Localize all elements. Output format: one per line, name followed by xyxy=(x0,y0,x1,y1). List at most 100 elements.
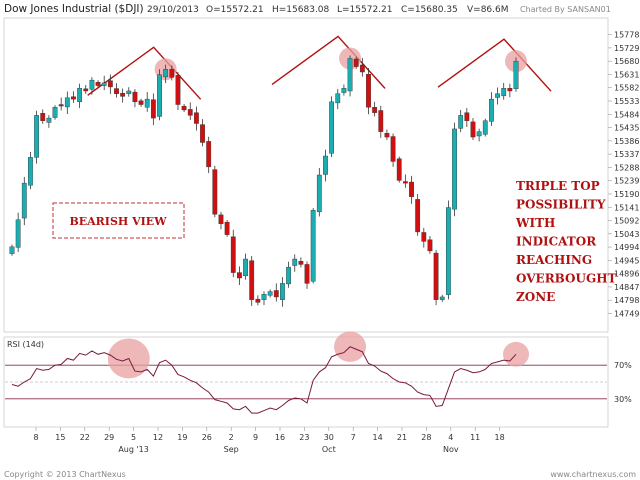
x-tick-label: 21 xyxy=(397,433,407,442)
candle-down xyxy=(304,264,310,284)
candle-down xyxy=(40,113,46,121)
price-tick-label: 15484 xyxy=(614,110,639,119)
candle-down xyxy=(181,105,187,111)
rsi-label: RSI (14d) xyxy=(7,340,44,349)
price-tick-label: 15435 xyxy=(614,124,639,133)
candle-down xyxy=(359,64,365,73)
candle-up xyxy=(329,101,335,154)
candle-up xyxy=(501,88,507,97)
candle-down xyxy=(193,112,199,124)
x-tick-label: 8 xyxy=(33,433,38,442)
x-tick-label: 4 xyxy=(448,433,453,442)
candle-up xyxy=(495,93,500,98)
candle-up xyxy=(89,79,95,90)
triple-top-text: REACHING xyxy=(516,253,592,267)
candle-up xyxy=(144,98,150,108)
candle-up xyxy=(21,182,27,219)
price-tick-label: 15778 xyxy=(614,31,639,40)
candle-down xyxy=(224,221,230,235)
candle-up xyxy=(157,74,162,117)
candle-down xyxy=(415,199,421,233)
candle-up xyxy=(52,107,58,118)
candle-down xyxy=(249,260,255,300)
header-close: C=15680.35 xyxy=(401,5,458,15)
x-tick-label: 19 xyxy=(177,433,187,442)
triple-top-text: INDICATOR xyxy=(516,235,597,249)
candle-up xyxy=(46,117,52,123)
triple-top-text: ZONE xyxy=(516,290,555,304)
candle-down xyxy=(83,88,89,92)
candle-up xyxy=(9,246,15,254)
candle-up xyxy=(310,210,316,282)
triple-top-text: POSSIBILITY xyxy=(516,198,606,212)
price-tick-label: 15680 xyxy=(614,57,639,66)
candle-up xyxy=(126,90,132,94)
header-high: H=15683.08 xyxy=(272,5,330,15)
candle-down xyxy=(470,121,476,138)
candle-up xyxy=(280,283,285,300)
candle-down xyxy=(353,58,359,67)
candle-up xyxy=(323,155,328,175)
price-axis: 15778 15729 15680 15631 15582 15533 15484 15435… xyxy=(608,31,639,318)
candle-up xyxy=(34,115,39,158)
candle-down xyxy=(255,298,261,303)
candle-down xyxy=(175,75,181,105)
candle-down xyxy=(206,141,212,168)
price-tick-label: 15337 xyxy=(614,150,639,159)
triple-top-text: TRIPLE TOP xyxy=(516,179,600,193)
candle-down xyxy=(372,107,378,113)
candle-down xyxy=(237,272,242,279)
header-low: L=15572.21 xyxy=(337,5,393,15)
candle-down xyxy=(120,92,126,97)
rsi-panel-frame xyxy=(3,336,609,428)
price-tick-label: 14945 xyxy=(614,256,639,265)
candle-down xyxy=(114,88,119,94)
candle-down xyxy=(169,69,175,78)
header-volume: V=86.6M xyxy=(467,5,509,15)
x-month-label: Sep xyxy=(224,445,239,454)
x-month-label: Aug '13 xyxy=(118,445,149,454)
candle-down xyxy=(433,252,439,300)
candle-up xyxy=(445,207,451,295)
x-tick-label: 12 xyxy=(153,433,163,442)
x-tick-label: 15 xyxy=(55,433,65,442)
x-tick-label: 14 xyxy=(373,433,383,442)
price-tick-label: 15043 xyxy=(614,230,639,239)
x-tick-label: 9 xyxy=(253,433,258,442)
rsi-line xyxy=(11,346,517,414)
footer-url: www.chartnexus.com xyxy=(550,470,636,479)
candle-down xyxy=(396,158,402,181)
triple-top-line xyxy=(271,35,386,89)
candle-down xyxy=(366,73,371,108)
x-month-label: Nov xyxy=(443,445,459,454)
price-tick-label: 14847 xyxy=(614,283,639,292)
price-tick-label: 15631 xyxy=(614,70,639,79)
header-open: O=15572.21 xyxy=(206,5,264,15)
price-tick-label: 14994 xyxy=(614,243,639,252)
pattern-lines xyxy=(87,35,552,100)
candle-up xyxy=(316,174,322,213)
candle-down xyxy=(150,99,156,119)
candle-down xyxy=(464,112,470,121)
x-tick-label: 22 xyxy=(80,433,90,442)
price-tick-label: 14896 xyxy=(614,270,639,279)
x-tick-label: 16 xyxy=(275,433,285,442)
price-tick-label: 15190 xyxy=(614,190,639,199)
candle-down xyxy=(71,96,76,100)
price-tick-label: 14749 xyxy=(614,309,639,318)
x-month-label: Oct xyxy=(322,445,336,454)
price-tick-label: 15288 xyxy=(614,163,639,172)
x-tick-label: 5 xyxy=(131,433,136,442)
rsi-circles xyxy=(107,331,529,379)
candle-up xyxy=(458,115,464,129)
candle-up xyxy=(64,97,70,108)
candle-down xyxy=(58,104,64,107)
candle-up xyxy=(101,82,107,86)
x-tick-label: 2 xyxy=(229,433,234,442)
header-date: 29/10/2013 xyxy=(147,5,199,15)
x-tick-label: 29 xyxy=(104,433,114,442)
rsi-level-label: 70% xyxy=(614,361,632,370)
x-tick-label: 11 xyxy=(470,433,480,442)
candle-down xyxy=(200,124,205,143)
